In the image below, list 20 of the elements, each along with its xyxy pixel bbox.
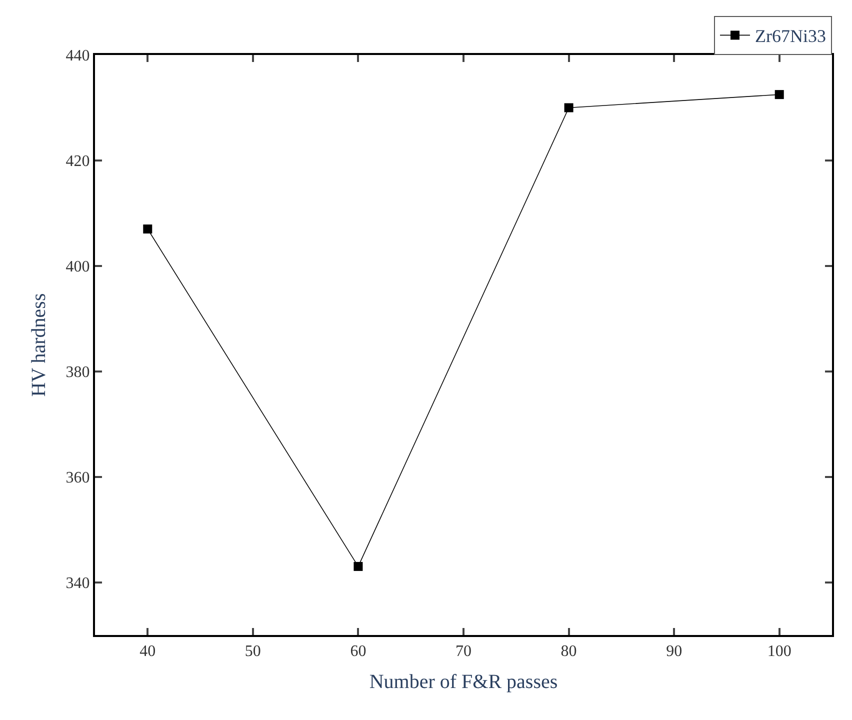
point bbox=[354, 562, 363, 571]
point bbox=[774, 90, 784, 100]
point bbox=[143, 224, 152, 234]
y-tick-label: 420 bbox=[66, 153, 90, 170]
y-tick-label: 380 bbox=[66, 364, 90, 381]
x-tick-label: 60 bbox=[350, 643, 366, 660]
x-tick-label: 90 bbox=[666, 643, 682, 660]
x-tick-label: 100 bbox=[767, 643, 792, 660]
x-axis-title: Number of F&R passes bbox=[369, 671, 558, 694]
y-axis-title: HV hardness bbox=[28, 293, 50, 397]
y-tick-label: 360 bbox=[66, 469, 90, 486]
x-tick-label: 50 bbox=[244, 643, 261, 660]
y-tick-label: 400 bbox=[66, 258, 90, 276]
y-tick-label: 340 bbox=[66, 574, 90, 592]
x-tick-label: 80 bbox=[560, 643, 577, 660]
x-tick-label: 40 bbox=[140, 643, 156, 660]
legend-label: Zr67Ni33 bbox=[755, 26, 826, 46]
x-tick-label: 70 bbox=[456, 643, 472, 660]
y-tick-label: 440 bbox=[66, 48, 90, 65]
point bbox=[564, 103, 574, 112]
